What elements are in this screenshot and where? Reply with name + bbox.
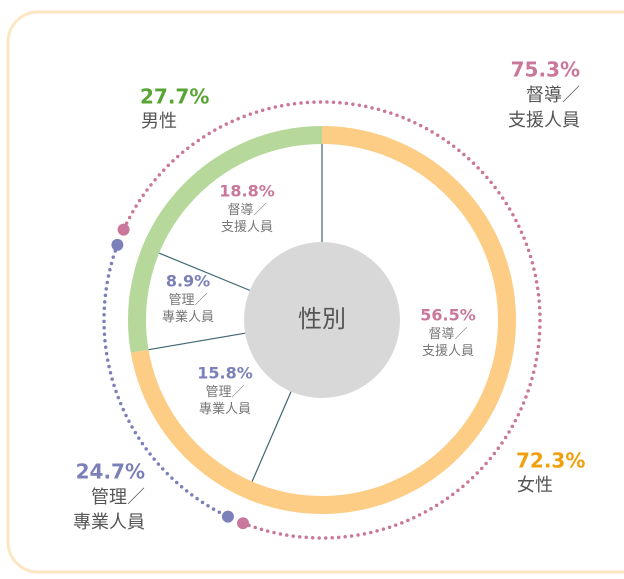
- label: 性別: [298, 305, 346, 333]
- segment-name: 管理／專業人員: [162, 293, 214, 325]
- label: 56.5%: [420, 306, 476, 325]
- label: 18.8%: [219, 182, 275, 201]
- frame: [6, 10, 624, 574]
- role-dot: [111, 238, 124, 251]
- divider: [251, 391, 292, 482]
- label: 女性: [517, 475, 553, 496]
- role-dot: [117, 223, 130, 236]
- label: 男性: [141, 111, 177, 132]
- ring-segment: [128, 126, 323, 353]
- label: 27.7%: [140, 85, 209, 109]
- role-arc: [121, 100, 542, 540]
- center-circle: [244, 242, 400, 398]
- label: 75.3%: [511, 58, 580, 82]
- label: 72.3%: [516, 449, 585, 473]
- role-arc: [102, 243, 230, 519]
- role-dot: [237, 517, 250, 530]
- label: 8.9%: [166, 272, 210, 291]
- role-name: 督導／支援人員: [508, 85, 580, 131]
- label: 15.8%: [197, 364, 253, 383]
- role-dot: [221, 510, 234, 523]
- ring-segment: [130, 126, 516, 514]
- segment-name: 督導／支援人員: [422, 327, 474, 359]
- role-name: 管理／專業人員: [73, 487, 145, 533]
- divider: [158, 252, 251, 291]
- label: 24.7%: [76, 460, 145, 484]
- segment-name: 督導／支援人員: [221, 203, 273, 235]
- segment-name: 管理／專業人員: [199, 385, 251, 417]
- divider: [148, 332, 246, 351]
